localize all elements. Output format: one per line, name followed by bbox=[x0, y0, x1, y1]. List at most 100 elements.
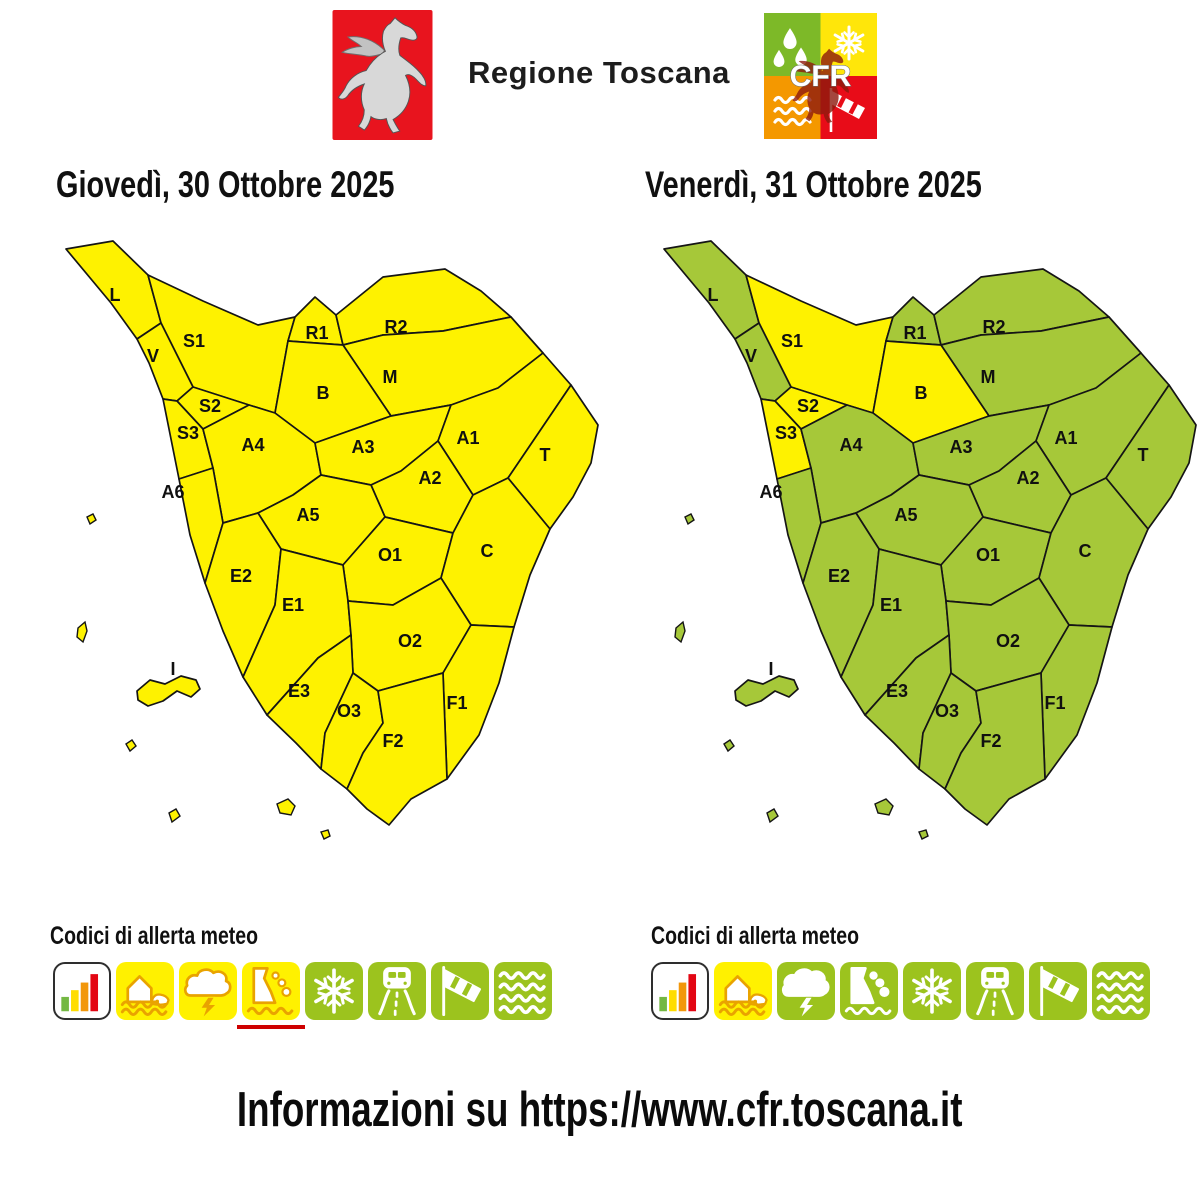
sea-waves-icon bbox=[773, 95, 812, 127]
landslide-icon-glyph bbox=[246, 966, 294, 1016]
zone-label-V: V bbox=[147, 346, 159, 366]
raindrop-icon bbox=[773, 49, 785, 67]
islet-1 bbox=[674, 620, 686, 644]
zone-label-E1: E1 bbox=[282, 595, 304, 615]
zone-label-E3: E3 bbox=[288, 681, 310, 701]
zone-label-E2: E2 bbox=[828, 566, 850, 586]
islet-4 bbox=[874, 798, 894, 816]
flood-icon bbox=[116, 962, 174, 1020]
zone-F2 bbox=[346, 672, 448, 826]
sea-storm-icon-glyph bbox=[498, 971, 546, 1015]
zone-label-E1: E1 bbox=[880, 595, 902, 615]
thunderstorm-icon bbox=[777, 962, 835, 1020]
info-url-text: Informazioni su https://www.cfr.toscana.… bbox=[237, 1083, 963, 1137]
zone-label-M: M bbox=[383, 367, 398, 387]
zone-label-B: B bbox=[915, 383, 928, 403]
zone-I bbox=[734, 675, 799, 707]
footer-info: Informazioni su https://www.cfr.toscana.… bbox=[0, 1082, 1200, 1138]
zone-label-A5: A5 bbox=[894, 505, 917, 525]
thunderstorm-icon-cell bbox=[777, 962, 835, 1020]
alert-levels-icon bbox=[651, 962, 709, 1020]
islet-2 bbox=[723, 739, 735, 753]
wind-icon-cell bbox=[1029, 962, 1087, 1020]
road-ice-icon-cell bbox=[368, 962, 426, 1020]
road-ice-icon-cell bbox=[966, 962, 1024, 1020]
flood-icon bbox=[714, 962, 772, 1020]
islet-3 bbox=[168, 808, 181, 824]
wind-icon bbox=[431, 962, 489, 1020]
sea-storm-icon-cell bbox=[1092, 962, 1150, 1020]
flood-icon-glyph bbox=[120, 975, 170, 1017]
zone-label-A1: A1 bbox=[1054, 428, 1077, 448]
zone-label-L: L bbox=[708, 285, 719, 305]
zone-label-R2: R2 bbox=[384, 317, 407, 337]
islet-5 bbox=[320, 829, 331, 840]
zone-label-A3: A3 bbox=[949, 437, 972, 457]
legend-title-day1: Codici di allerta meteo bbox=[50, 922, 259, 950]
regione-toscana-pegasus-logo bbox=[332, 10, 433, 140]
zone-label-O3: O3 bbox=[935, 701, 959, 721]
zone-label-A2: A2 bbox=[1016, 468, 1039, 488]
zone-label-S3: S3 bbox=[775, 423, 797, 443]
zone-label-A3: A3 bbox=[351, 437, 374, 457]
raindrop-icon bbox=[783, 28, 797, 49]
zone-label-C: C bbox=[1079, 541, 1092, 561]
zone-label-V: V bbox=[745, 346, 757, 366]
islet-0 bbox=[86, 513, 97, 526]
zone-label-A1: A1 bbox=[456, 428, 479, 448]
zone-label-T: T bbox=[1138, 445, 1149, 465]
day1-title: Giovedì, 30 Ottobre 2025 bbox=[56, 164, 395, 205]
snow-icon bbox=[305, 962, 363, 1020]
zone-F2 bbox=[944, 672, 1046, 826]
thunderstorm-icon-glyph bbox=[183, 968, 232, 1019]
zone-label-T: T bbox=[540, 445, 551, 465]
islet-1 bbox=[76, 620, 88, 644]
alert-icons-day2 bbox=[651, 962, 1150, 1020]
road-ice-icon bbox=[368, 962, 426, 1020]
zone-label-S2: S2 bbox=[797, 396, 819, 416]
alert-icons-day1 bbox=[53, 962, 552, 1029]
legend-title-day2: Codici di allerta meteo bbox=[651, 922, 860, 950]
zone-label-O1: O1 bbox=[976, 545, 1000, 565]
snow-icon-glyph bbox=[912, 968, 952, 1014]
alert-levels-icon-glyph bbox=[659, 974, 697, 1012]
zone-label-R1: R1 bbox=[903, 323, 926, 343]
snow-icon-glyph bbox=[314, 968, 354, 1014]
alert-levels-icon bbox=[53, 962, 111, 1020]
wind-icon bbox=[1029, 962, 1087, 1020]
sea-storm-icon-glyph bbox=[1096, 971, 1144, 1015]
islet-5 bbox=[918, 829, 929, 840]
thunderstorm-icon-glyph bbox=[781, 968, 830, 1019]
snowflake-icon bbox=[833, 25, 865, 61]
thunderstorm-icon-cell bbox=[179, 962, 237, 1020]
pegasus-icon bbox=[337, 17, 427, 134]
zone-label-O2: O2 bbox=[398, 631, 422, 651]
zone-label-S1: S1 bbox=[781, 331, 803, 351]
zone-label-I: I bbox=[768, 659, 773, 679]
zone-label-S2: S2 bbox=[199, 396, 221, 416]
zone-label-S3: S3 bbox=[177, 423, 199, 443]
zone-label-L: L bbox=[110, 285, 121, 305]
flood-icon-cell bbox=[714, 962, 772, 1020]
zone-label-O1: O1 bbox=[378, 545, 402, 565]
zone-label-A6: A6 bbox=[759, 482, 782, 502]
road-ice-icon-glyph bbox=[378, 967, 416, 1016]
alert-levels-icon-cell bbox=[651, 962, 709, 1020]
flood-icon-cell bbox=[116, 962, 174, 1020]
landslide-icon-glyph bbox=[844, 966, 892, 1016]
sea-storm-icon bbox=[1092, 962, 1150, 1020]
landslide-icon bbox=[840, 962, 898, 1020]
zone-label-R1: R1 bbox=[305, 323, 328, 343]
zone-I bbox=[136, 675, 201, 707]
flood-icon-glyph bbox=[718, 975, 768, 1017]
islet-3 bbox=[766, 808, 779, 824]
snow-icon-cell bbox=[305, 962, 363, 1020]
sea-storm-icon-cell bbox=[494, 962, 552, 1020]
islet-0 bbox=[684, 513, 695, 526]
cfr-logo-text: CFR bbox=[790, 60, 852, 93]
zone-label-F2: F2 bbox=[382, 731, 403, 751]
zone-label-M: M bbox=[981, 367, 996, 387]
wind-icon-cell bbox=[431, 962, 489, 1020]
zone-label-S1: S1 bbox=[183, 331, 205, 351]
